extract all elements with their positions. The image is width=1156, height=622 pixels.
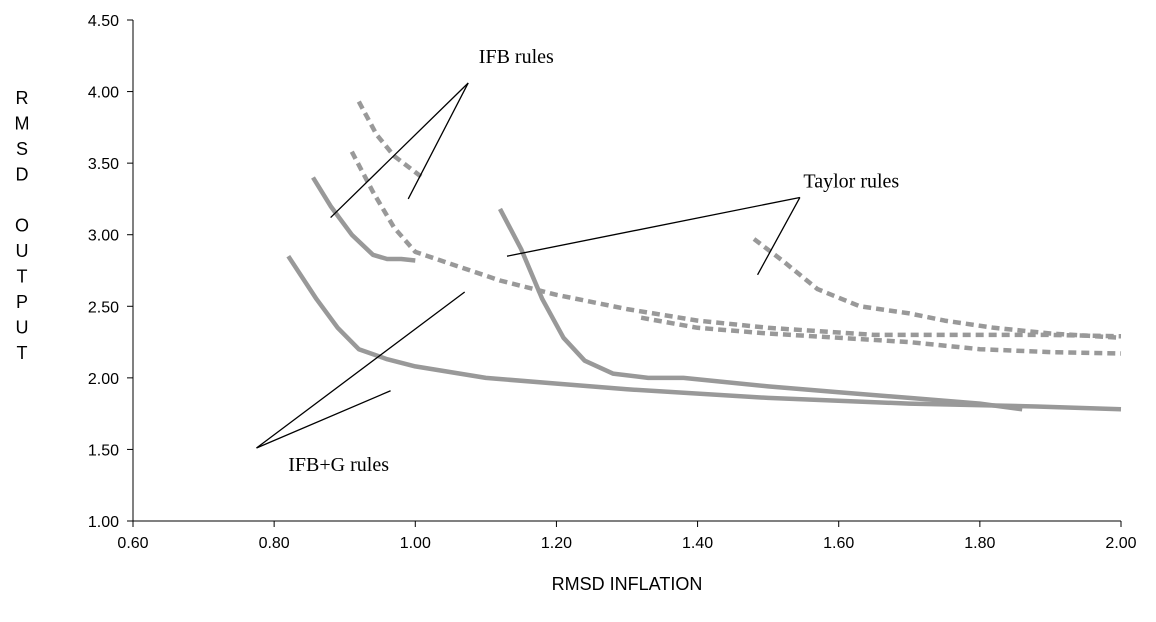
y-tick-label: 4.00 — [88, 85, 119, 102]
annotation-leader-line — [256, 291, 466, 449]
series-line-3 — [498, 207, 1023, 412]
annotation-leader-line — [256, 390, 391, 449]
y-tick-label: 1.00 — [88, 514, 119, 531]
y-ticks: 1.00 1.50 2.00 2.50 3.00 3.50 4.00 4.50 — [88, 13, 133, 531]
x-tick-label: 1.00 — [400, 535, 431, 552]
series-line-4 — [349, 150, 1122, 339]
x-ticks: 0.60 0.80 1.00 1.20 1.40 1.60 1.80 2.00 — [117, 521, 1137, 552]
x-tick-label: 1.20 — [541, 535, 572, 552]
annotation-leader-line — [407, 82, 469, 200]
y-tick-label: 3.00 — [88, 228, 119, 245]
y-tick-label: 4.50 — [88, 13, 119, 30]
annotation-leader-line — [330, 82, 469, 219]
axes: 0.60 0.80 1.00 1.20 1.40 1.60 1.80 2.00 1.00 1.5… — [88, 13, 1137, 552]
annotation-leader-line — [506, 196, 801, 257]
series-line-6 — [752, 237, 1122, 341]
y-tick-label: 2.00 — [88, 371, 119, 388]
x-axis-title: RMSD INFLATION — [552, 574, 703, 594]
annotation-label: IFB+G rules — [288, 454, 389, 476]
x-tick-label: 1.60 — [823, 535, 854, 552]
y-tick-label: 1.50 — [88, 442, 119, 459]
x-tick-label: 1.40 — [682, 535, 713, 552]
series-line-2 — [311, 176, 416, 263]
annotation-label: Taylor rules — [803, 170, 899, 192]
y-tick-label: 3.50 — [88, 156, 119, 173]
annotation-label: IFB rules — [479, 46, 554, 68]
x-tick-label: 0.80 — [259, 535, 290, 552]
annotation-leader-line — [756, 197, 801, 276]
series-group — [286, 100, 1122, 412]
y-tick-label: 2.50 — [88, 299, 119, 316]
series-line-1 — [286, 254, 1122, 412]
series-line-5 — [356, 100, 424, 180]
x-tick-label: 2.00 — [1105, 535, 1136, 552]
annotations: IFB rules Taylor rules IFB+G rules — [256, 46, 899, 476]
x-tick-label: 1.80 — [964, 535, 995, 552]
series-line-7 — [640, 315, 1122, 356]
x-tick-label: 0.60 — [117, 535, 148, 552]
